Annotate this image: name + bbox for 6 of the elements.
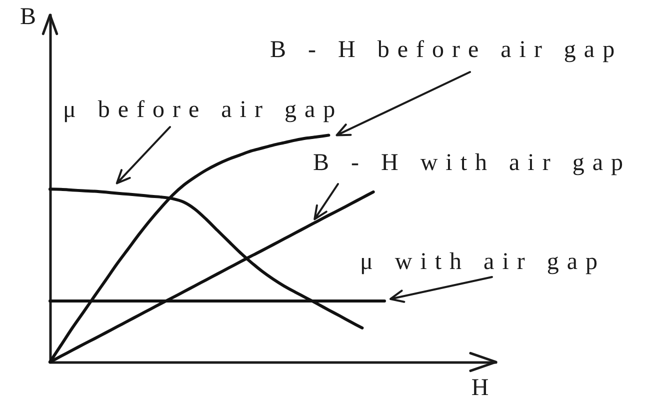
- text: B - H before air gap: [270, 36, 623, 65]
- legend-label: B - H with air gap: [313, 149, 631, 178]
- y-axis-title: B: [20, 4, 36, 30]
- x-axis-title: H: [471, 375, 489, 400]
- text: μ before air gap: [63, 96, 344, 125]
- series-label: μ with air gap: [360, 248, 606, 277]
